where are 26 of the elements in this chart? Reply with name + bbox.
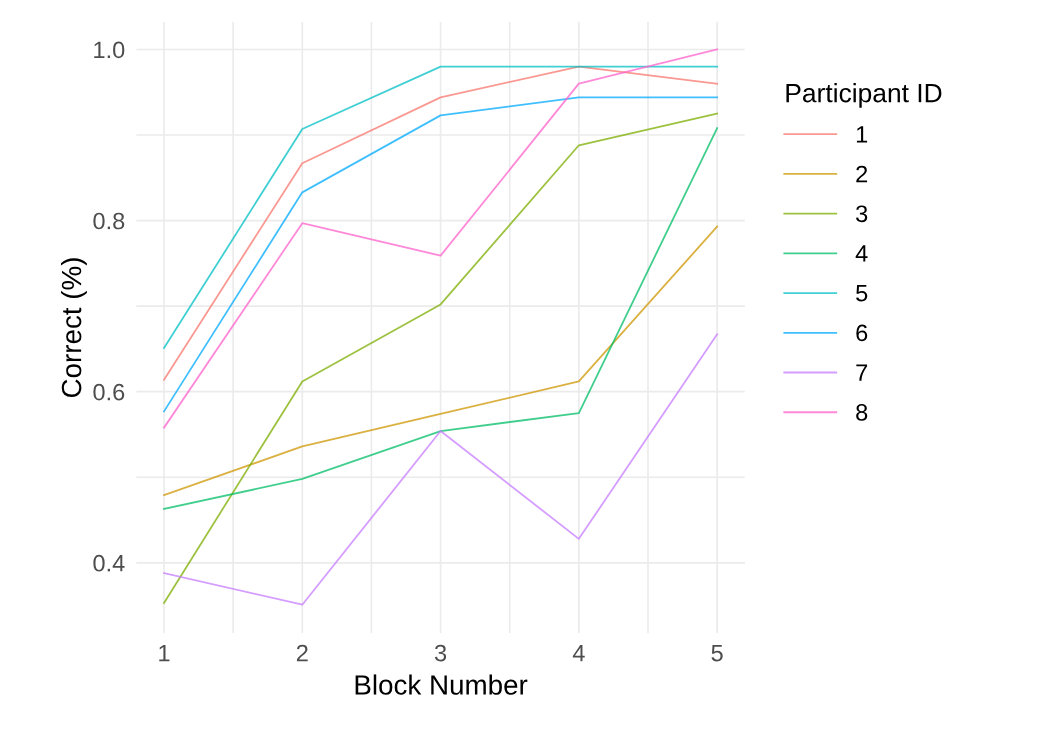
y-tick-label: 1.0	[94, 41, 125, 59]
line-series	[163, 96, 719, 413]
y-tick-label: 0.8	[93, 212, 125, 230]
line-series	[163, 48, 719, 429]
line-series	[163, 112, 719, 604]
x-tick-label: 1	[159, 644, 170, 662]
line-series	[163, 225, 719, 497]
legend-label: 6	[856, 324, 868, 342]
legend-label: 3	[856, 205, 868, 223]
legend-title: Participant ID	[786, 83, 942, 108]
legend-label: 2	[856, 165, 868, 183]
y-axis-title: Correct (%)	[60, 258, 87, 398]
x-tick-label: 5	[711, 644, 723, 662]
x-tick-label: 3	[434, 644, 447, 662]
y-tick-label: 0.4	[93, 554, 125, 572]
y-tick-label: 0.6	[93, 383, 125, 401]
x-axis-title: Block Number	[355, 674, 528, 695]
x-tick-label: 2	[296, 644, 308, 662]
line-series	[163, 127, 719, 510]
x-tick-label: 4	[572, 644, 585, 662]
legend-label: 1	[856, 126, 868, 143]
line-series	[163, 333, 719, 606]
legend-label: 7	[856, 364, 868, 381]
legend-label: 4	[855, 245, 868, 262]
legend-label: 8	[856, 404, 868, 421]
legend-label: 5	[856, 285, 868, 302]
